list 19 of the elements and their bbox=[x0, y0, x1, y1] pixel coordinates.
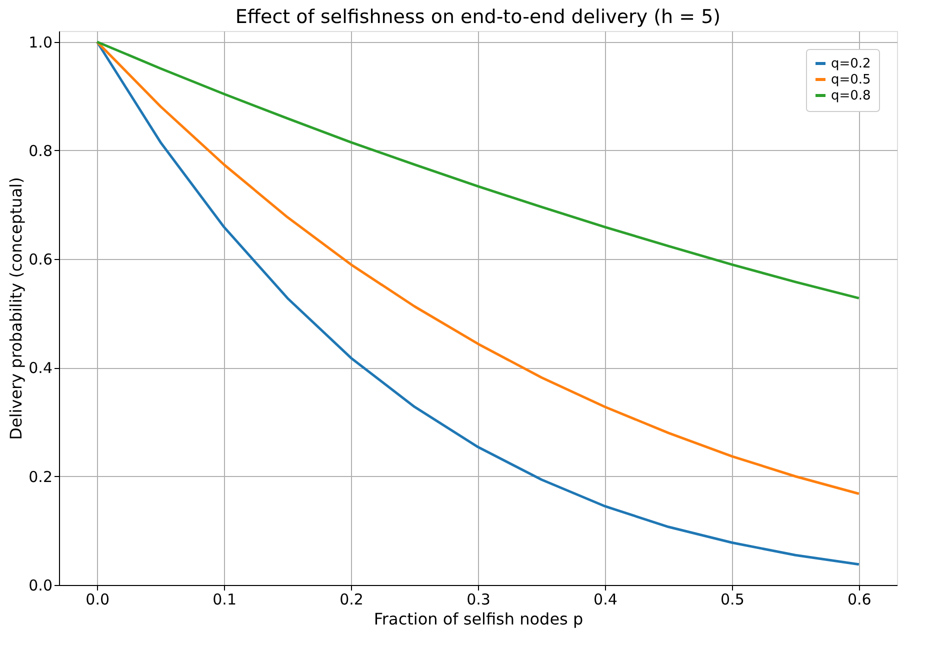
legend-label: q=0.5 bbox=[831, 72, 871, 88]
chart-title: Effect of selfishness on end-to-end delivery (h = 5) bbox=[235, 6, 721, 28]
x-tick-label: 0.3 bbox=[466, 590, 490, 608]
y-tick-label: 0.4 bbox=[28, 359, 52, 378]
y-tick-label: 0.8 bbox=[28, 142, 52, 160]
y-axis-title: Delivery probability (conceptual) bbox=[6, 177, 26, 440]
x-tick-label: 0.6 bbox=[847, 590, 872, 608]
y-tick-label: 0.2 bbox=[28, 468, 52, 486]
legend-label: q=0.8 bbox=[831, 88, 871, 104]
x-tick-label: 0.4 bbox=[594, 590, 618, 608]
x-tick-label: 0.1 bbox=[212, 590, 236, 608]
x-tick-label: 0.2 bbox=[340, 590, 364, 608]
y-tick-label: 1.0 bbox=[28, 33, 52, 52]
x-axis-title: Fraction of selfish nodes p bbox=[374, 610, 584, 628]
y-tick-label: 0.0 bbox=[28, 576, 52, 594]
x-tick-label: 0.5 bbox=[720, 590, 744, 608]
legend-label: q=0.2 bbox=[831, 56, 871, 72]
y-tick-label: 0.6 bbox=[28, 250, 52, 269]
x-tick-label: 0.0 bbox=[86, 590, 110, 608]
